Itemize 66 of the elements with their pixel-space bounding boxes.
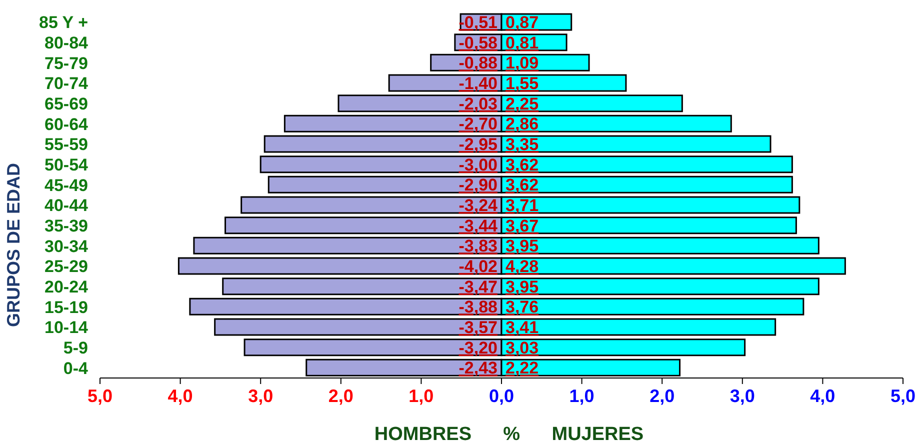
- y-tick-label: 50-54: [44, 156, 89, 174]
- x-tick-label: 1,0: [408, 386, 434, 406]
- y-tick-label: 45-49: [44, 176, 88, 195]
- y-tick-label: 65-69: [44, 94, 88, 114]
- data-label: -3,47: [458, 277, 498, 296]
- data-label: 3,71: [506, 196, 539, 215]
- data-label: -3,44: [458, 216, 498, 236]
- x-tick-label: 3,0: [248, 386, 274, 406]
- y-tick-label: 80-84: [44, 34, 89, 52]
- data-label: 1,55: [506, 74, 539, 93]
- data-label: -2,90: [458, 176, 498, 195]
- data-label: -0,58: [458, 33, 498, 52]
- data-label: 3,03: [506, 338, 539, 358]
- y-tick-label: 5-9: [63, 338, 88, 358]
- y-axis-title: GRUPOS DE EDAD: [4, 162, 24, 328]
- y-tick-label: 10-14: [44, 318, 89, 338]
- y-tick-label: 40-44: [44, 196, 89, 216]
- data-label: 3,76: [506, 298, 539, 317]
- data-label: -2,70: [458, 114, 498, 134]
- y-tick-label: 25-29: [44, 257, 88, 276]
- y-tick-label: 20-24: [44, 278, 89, 296]
- data-label: 3,62: [506, 176, 539, 195]
- y-tick-label: 70-74: [44, 74, 89, 94]
- data-label: 1,09: [506, 54, 539, 73]
- data-label: 0,81: [506, 33, 539, 52]
- data-label: 2,25: [506, 94, 539, 114]
- y-tick-label: 30-34: [44, 236, 89, 256]
- data-label: 3,95: [506, 277, 539, 296]
- x-axis-title: HOMBRES % MUJERES: [373, 424, 645, 446]
- data-label: 2,86: [506, 114, 539, 134]
- data-label: -3,57: [458, 318, 498, 337]
- data-label: -4,02: [458, 257, 498, 276]
- x-tick-label: 1,0: [569, 386, 594, 406]
- x-tick-label: 4,0: [810, 386, 836, 406]
- x-tick-label: 4,0: [168, 386, 193, 406]
- data-label: -1,40: [458, 74, 498, 93]
- data-label: -2,43: [458, 358, 498, 378]
- data-label: -3,00: [458, 155, 498, 174]
- y-tick-label: 15-19: [44, 298, 88, 317]
- data-label: 0,87: [506, 13, 539, 32]
- y-tick-label: 85 Y +: [38, 13, 88, 32]
- x-tick-label: 5,0: [87, 386, 113, 406]
- data-label: 2,22: [506, 358, 539, 378]
- x-tick-label: 2,0: [328, 386, 354, 406]
- data-label: -3,24: [458, 196, 498, 215]
- data-label: 3,41: [506, 318, 539, 337]
- data-label: 3,62: [506, 155, 539, 174]
- data-label: -3,20: [458, 338, 498, 358]
- data-label: -3,88: [458, 298, 498, 317]
- data-label: -3,83: [458, 236, 498, 256]
- data-label: 3,35: [506, 135, 539, 154]
- x-tick-label: 2,0: [650, 386, 675, 406]
- y-tick-label: 75-79: [44, 54, 88, 73]
- x-tick-label: 5,0: [890, 386, 916, 406]
- x-tick-label: 0,0: [488, 386, 514, 406]
- data-label: 3,67: [506, 216, 539, 236]
- data-label: -2,95: [458, 135, 498, 154]
- y-tick-label: 60-64: [44, 114, 89, 134]
- y-tick-label: 55-59: [44, 135, 88, 154]
- y-tick-label: 35-39: [44, 216, 88, 236]
- data-label: -2,03: [458, 94, 498, 114]
- x-tick-label: 3,0: [730, 386, 755, 406]
- data-label: -0,88: [458, 54, 498, 73]
- data-label: 3,95: [506, 236, 539, 256]
- y-tick-label: 0-4: [63, 358, 89, 378]
- data-label: 4,28: [506, 257, 539, 276]
